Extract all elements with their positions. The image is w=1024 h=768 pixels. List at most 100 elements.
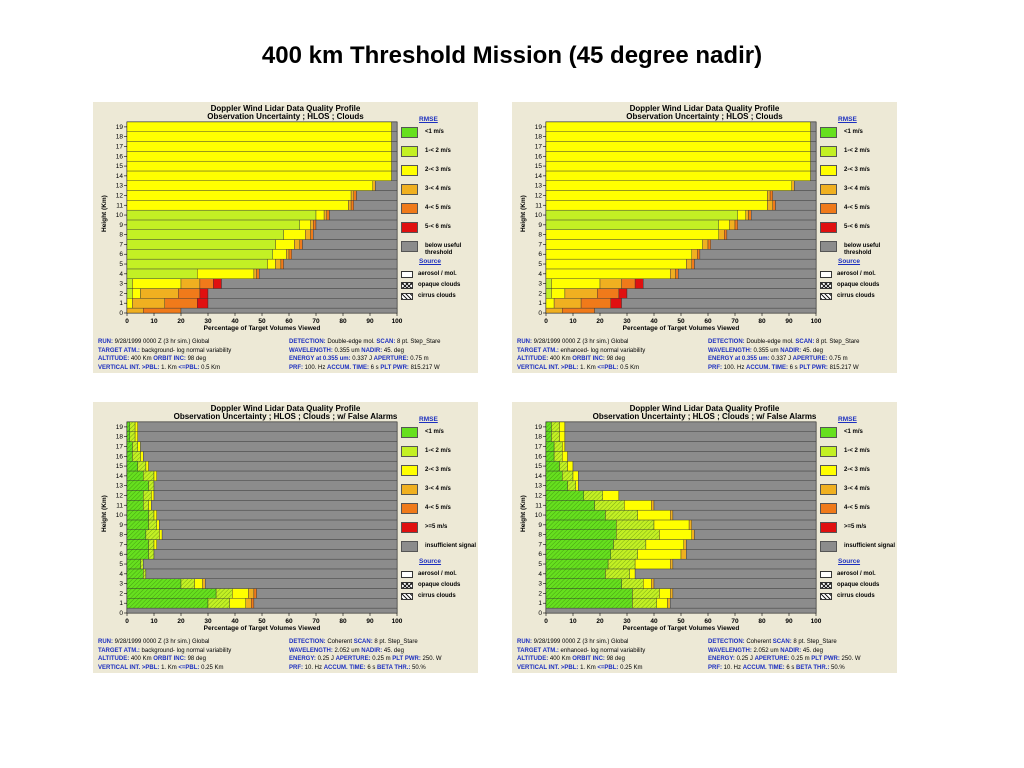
info-key: TARGET ATM.:	[517, 647, 559, 654]
cirrus-hatch-overlay	[127, 441, 133, 452]
bar-segment-3-4-m-s-h5	[669, 558, 674, 570]
y-tick-label: 1	[538, 600, 542, 607]
bar-segment-2-3-m-s-h11	[148, 500, 152, 511]
bar-segment-3-4-m-s-h9	[729, 219, 736, 230]
bar-segment-insufficient-signal-h8	[694, 529, 817, 540]
bar-segment-insufficient-signal-h12	[618, 490, 817, 501]
source-item: aerosol / mol.	[401, 269, 477, 280]
info-line: ALTITUDE: 400 Km ORBIT INC: 98 deg	[517, 355, 625, 364]
cirrus-hatch-overlay	[546, 431, 552, 442]
bar-segment-1-2-m-s-h2	[126, 288, 133, 299]
bar-segment-insufficient-signal-h3	[205, 578, 398, 589]
y-tick-label: 3	[538, 581, 542, 588]
bar-segment-3-4-m-s-h9	[310, 219, 314, 230]
source-label: cirrus clouds	[837, 593, 875, 600]
legend-swatch	[401, 165, 418, 176]
bar-segment-1-2-m-s-h10	[545, 209, 738, 221]
y-tick-label: 7	[538, 241, 542, 248]
info-key: VERTICAL INT. >PBL:	[98, 664, 160, 671]
cirrus-hatch-overlay	[551, 431, 560, 442]
x-tick-label: 50	[677, 618, 685, 625]
legend-swatch	[401, 541, 418, 552]
bar-segment-insufficient-signal-h15	[572, 460, 817, 472]
info-key: TARGET ATM.:	[98, 647, 140, 654]
legend-label: 2-< 3 m/s	[425, 467, 451, 473]
bar-segment-4-5-m-s-h10	[748, 209, 752, 221]
x-tick-label: 0	[544, 618, 548, 625]
bar-segment-insufficient-signal-h16	[143, 451, 398, 462]
info-key: SCAN:	[376, 339, 396, 345]
bar-segment-below-useful-threshold-h1	[207, 298, 398, 309]
cirrus-hatch-overlay	[143, 500, 149, 511]
info-key: APERTURE:	[754, 656, 790, 662]
legend-label: below useful threshold	[844, 243, 881, 256]
cirrus-hatch-overlay	[616, 529, 660, 540]
legend-label: >=5 m/s	[844, 524, 867, 530]
bar-segment-below-useful-threshold-h3	[642, 278, 817, 289]
legend-item: 3-< 4 m/s	[401, 184, 477, 203]
bar-segment-insufficient-signal-h11	[653, 500, 817, 511]
y-tick-label: 4	[119, 571, 123, 578]
bar-segment-2-3-m-s-h12	[151, 490, 155, 501]
bar-segment-3-4-m-s-h9	[688, 519, 693, 530]
bar-segment-4-5-m-s-h9	[734, 219, 738, 230]
x-tick-label: 90	[785, 618, 793, 625]
info-value: Coherent	[744, 639, 773, 645]
y-tick-label: 1	[119, 600, 123, 607]
bar-segment-insufficient-signal-h0	[126, 607, 398, 614]
bar-segment-3-4-m-s-h1	[245, 598, 252, 609]
y-tick-label: 12	[116, 192, 124, 199]
source-swatch	[401, 271, 413, 278]
x-tick-label: 60	[704, 618, 712, 625]
bar-segment-3-4-m-s-h3	[651, 578, 655, 589]
x-tick-label: 20	[177, 618, 185, 625]
cirrus-hatch-overlay	[129, 431, 136, 442]
x-tick-label: 80	[339, 318, 347, 325]
info-line: WAVELENGTH: 2.052 um NADIR: 45. deg	[289, 647, 404, 656]
info-value: 6 s	[784, 664, 797, 671]
source-title: Source	[838, 558, 861, 565]
info-key: DETECTION:	[289, 639, 326, 645]
info-key: ALTITUDE:	[98, 356, 130, 362]
source-item: cirrus clouds	[820, 591, 896, 602]
bar-segment-5-6-m-s-h1	[610, 298, 622, 309]
cirrus-hatch-overlay	[546, 588, 633, 599]
info-value: 1. Km	[159, 664, 179, 671]
bar-segment-2-3-m-s-h15	[545, 160, 811, 172]
cirrus-hatch-overlay	[143, 470, 154, 481]
info-key: WAVELENGTH:	[289, 647, 333, 654]
bar-segment-4-5-m-s-h6	[696, 249, 701, 260]
bar-segment-4-5-m-s-h0	[562, 307, 595, 314]
cirrus-hatch-overlay	[148, 480, 154, 491]
cirrus-hatch-overlay	[610, 549, 638, 560]
info-value: 0.25 m	[370, 656, 393, 662]
bar-segment-5-6-m-s-h3	[213, 278, 222, 289]
cirrus-hatch-overlay	[554, 451, 563, 462]
legend-swatch	[401, 446, 418, 457]
x-tick-label: 30	[623, 318, 631, 325]
source-label: cirrus clouds	[837, 293, 875, 300]
info-line: DETECTION: Double-edge mol. SCAN: 8 pt. …	[708, 338, 859, 347]
bar-segment-below-useful-threshold-h0	[180, 307, 398, 314]
info-value: 1. Km	[578, 364, 598, 371]
legend-swatch	[401, 522, 418, 533]
cirrus-hatch-overlay	[140, 559, 144, 569]
bar-segment-2-3-m-s-h18	[126, 131, 392, 142]
cirrus-hatch-overlay	[127, 519, 149, 530]
bar-segment-below-useful-threshold-h14	[391, 170, 398, 181]
info-value: 400 Km	[548, 656, 573, 662]
bar-segment-2-3-m-s-h2	[659, 588, 671, 599]
bar-segment-2-3-m-s-h7	[275, 239, 295, 250]
cirrus-hatch-overlay	[608, 559, 636, 569]
info-key: DETECTION:	[708, 639, 745, 645]
bar-segment-3-4-m-s-h3	[599, 278, 622, 289]
info-line: WAVELENGTH: 2.052 um NADIR: 45. deg	[708, 647, 823, 656]
info-value: 50.%	[410, 664, 426, 671]
bar-segment-insufficient-signal-h1	[669, 598, 817, 609]
bar-segment-insufficient-signal-h14	[578, 470, 817, 481]
bar-segment-2-3-m-s-h8	[545, 229, 720, 240]
legend-label: insufficient signal	[425, 543, 477, 549]
y-tick-label: 15	[535, 163, 543, 170]
source-label: opaque clouds	[837, 282, 880, 289]
info-line: PRF: 100. Hz ACCUM. TIME: 6 s PLT PWR: 8…	[289, 364, 440, 373]
